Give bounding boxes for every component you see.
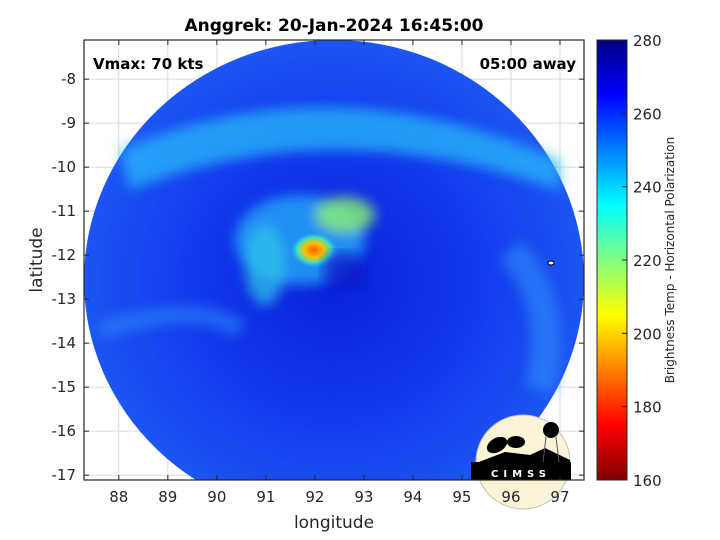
colorbar-tick-label: 220 xyxy=(633,252,662,270)
y-tick-label: -12 xyxy=(52,246,77,264)
colorbar-tick-label: 200 xyxy=(633,325,662,343)
x-tick-label: 93 xyxy=(354,488,373,506)
y-tick-label: -8 xyxy=(61,70,76,88)
cimss-logo: CIMSS xyxy=(471,414,571,510)
axes-frame xyxy=(83,39,585,481)
plot-title: Anggrek: 20-Jan-2024 16:45:00 xyxy=(184,16,483,36)
y-tick-label: -9 xyxy=(61,114,76,132)
vmax-annotation: Vmax: 70 kts xyxy=(93,55,203,73)
y-tick-label: -10 xyxy=(52,158,77,176)
y-tick-label: -11 xyxy=(52,202,77,220)
colorbar-tick-label: 240 xyxy=(633,179,662,197)
y-tick-label: -16 xyxy=(52,422,77,440)
y-tick-label: -13 xyxy=(52,290,77,308)
time-away-annotation: 05:00 away xyxy=(480,55,577,73)
x-tick-label: 95 xyxy=(452,488,471,506)
x-tick-label: 91 xyxy=(256,488,275,506)
y-tick-label: -17 xyxy=(52,466,77,484)
colorbar-tick-label: 280 xyxy=(633,32,662,50)
x-tick-label: 88 xyxy=(109,488,128,506)
x-tick-label: 96 xyxy=(501,488,520,506)
x-tick-label: 92 xyxy=(305,488,324,506)
x-tick-label: 89 xyxy=(158,488,177,506)
y-tick-label: -15 xyxy=(52,378,77,396)
y-axis-label: latitude xyxy=(27,227,47,292)
x-tick-label: 94 xyxy=(403,488,422,506)
logo-text: CIMSS xyxy=(491,469,551,480)
x-tick-label: 97 xyxy=(550,488,569,506)
colorbar-tick-label: 160 xyxy=(633,472,662,490)
colorbar-label: Brightness Temp - Horizontal Polarizatio… xyxy=(663,137,677,384)
x-tick-label: 90 xyxy=(207,488,226,506)
satellite-image xyxy=(84,40,584,480)
colorbar-tick-label: 180 xyxy=(633,399,662,417)
colorbar-ticks: 280 260 240 220 200 180 160 xyxy=(622,32,662,490)
axis-ticks: 88 89 90 91 92 93 94 95 96 97 -8 -9 -10 -11 -12 -13 -14 -… xyxy=(52,40,584,506)
x-axis-label: longitude xyxy=(294,513,374,533)
colorbar-tick-label: 260 xyxy=(633,105,662,123)
y-tick-label: -14 xyxy=(52,334,77,352)
